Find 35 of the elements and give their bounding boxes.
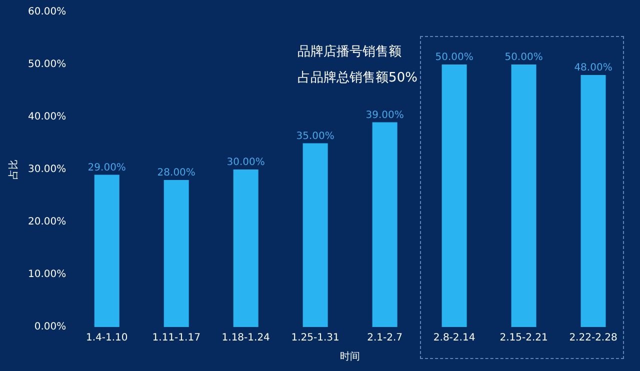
- y-tick-label: 40.00%: [28, 112, 66, 123]
- y-tick-label: 20.00%: [28, 216, 66, 228]
- bar: [511, 64, 536, 327]
- bar: [372, 122, 398, 327]
- data-label: 50.00%: [504, 52, 543, 64]
- bar: [233, 170, 258, 327]
- x-axis-title: 时间: [340, 350, 360, 363]
- x-tick-label: 1.18-1.24: [222, 332, 270, 344]
- bar: [94, 174, 120, 327]
- data-label: 39.00%: [366, 110, 404, 121]
- y-tick-label: 60.00%: [28, 6, 66, 18]
- data-label: 48.00%: [574, 62, 612, 74]
- bar: [302, 143, 328, 327]
- x-tick-label: 1.11-1.17: [152, 332, 200, 344]
- x-tick-label: 2.22-2.28: [569, 332, 618, 344]
- x-tick-label: 2.15-2.21: [500, 332, 548, 344]
- y-tick-label: 30.00%: [28, 164, 66, 176]
- y-axis-title: 占比: [8, 160, 20, 180]
- y-tick-label: 0.00%: [34, 322, 66, 333]
- y-tick-label: 10.00%: [28, 269, 66, 280]
- x-tick-label: 2.8-2.14: [433, 332, 476, 344]
- x-tick-label: 2.1-2.7: [367, 332, 403, 344]
- annotation: 品牌店播号销售额: [298, 43, 402, 60]
- y-tick-label: 50.00%: [28, 59, 66, 70]
- bar: [580, 75, 606, 327]
- bar: [442, 64, 467, 327]
- data-label: 28.00%: [157, 168, 196, 179]
- data-label: 35.00%: [296, 130, 334, 142]
- x-tick-label: 1.25-1.31: [291, 332, 340, 344]
- annotation: 占品牌总销售额50%: [298, 70, 418, 86]
- data-label: 29.00%: [88, 162, 126, 174]
- data-label: 50.00%: [435, 52, 474, 64]
- bar: [164, 180, 189, 327]
- x-tick-label: 1.4-1.10: [86, 332, 128, 344]
- data-label: 30.00%: [226, 157, 265, 168]
